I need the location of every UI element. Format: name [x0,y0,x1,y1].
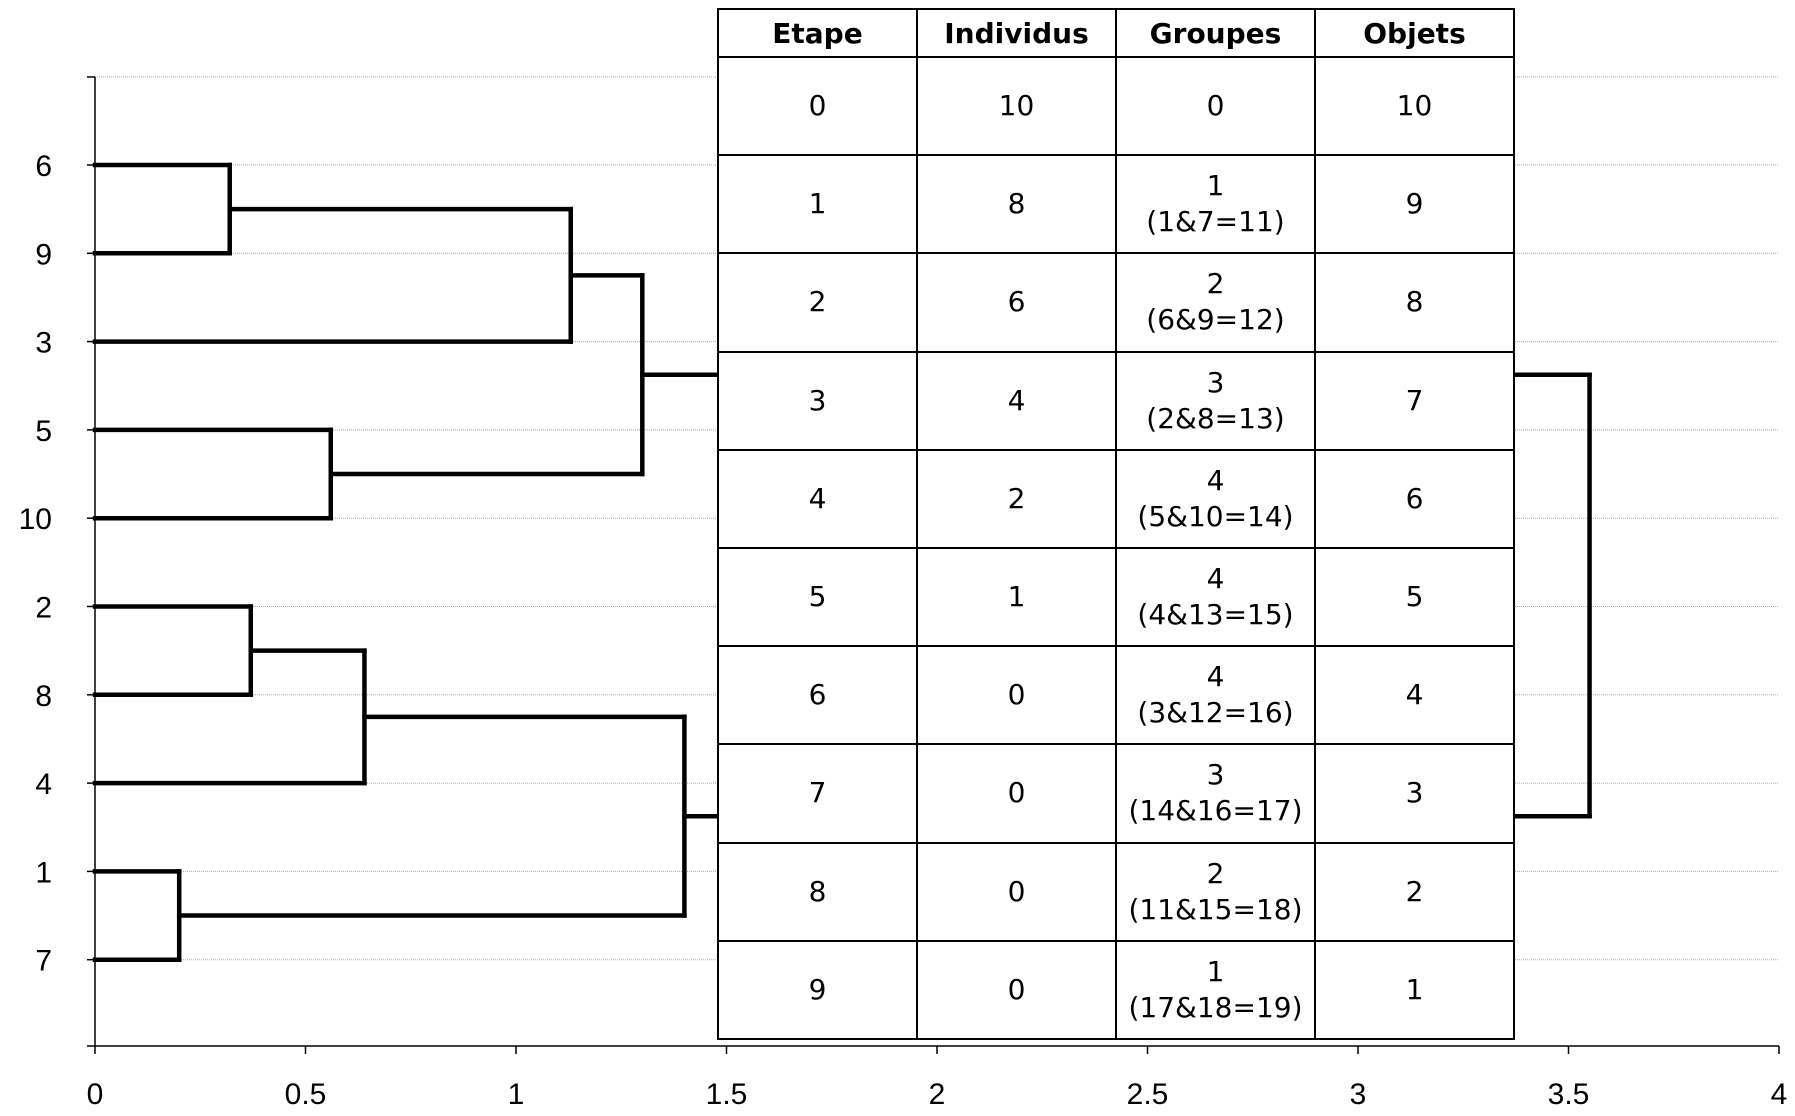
cell-groupes: 4 (4&13=15) [1115,546,1316,648]
groupes-count: 4 [1206,562,1225,596]
leaf-label: 9 [35,238,52,271]
cell-etape: 2 [717,252,918,353]
x-axis: 0 0.5 1 1.5 2 2.5 3 3.5 4 [87,76,1788,1111]
cell-objets: 2 [1314,841,1515,942]
cell-individus: 8 [916,154,1117,255]
header-objets: Objets [1314,8,1515,58]
x-tick-label: 0 [87,1078,104,1111]
groupes-detail: (4&13=15) [1137,598,1294,632]
groupes-count: 3 [1206,365,1225,399]
cell-groupes: 4 (3&12=16) [1115,645,1316,746]
cell-etape: 3 [717,350,918,451]
cell-objets: 5 [1314,546,1515,648]
groupes-detail: (11&15=18) [1128,892,1303,926]
groupes-detail: (17&18=19) [1128,990,1303,1024]
cell-individus: 0 [916,841,1117,942]
dendrogram-links [92,162,1592,962]
x-tick-label: 2 [929,1078,946,1111]
cell-individus: 0 [916,743,1117,844]
table-row: 0 10 0 10 [717,55,1515,157]
cell-groupes: 2 (11&15=18) [1115,841,1316,942]
table-row: 5 1 4 (4&13=15) 5 [717,546,1515,648]
cell-etape: 0 [717,55,918,157]
header-individus: Individus [916,8,1117,58]
groupes-count: 4 [1206,463,1225,497]
cell-groupes: 2 (6&9=12) [1115,252,1316,353]
cell-objets: 6 [1314,448,1515,549]
leaf-label: 10 [19,503,52,536]
leaf-label: 4 [35,768,52,801]
cell-individus: 0 [916,939,1117,1041]
x-tick-label: 1 [508,1078,525,1111]
leaf-label: 7 [35,945,52,978]
groupes-count: 3 [1206,758,1225,792]
merge-steps-table: Etape Individus Groupes Objets 0 10 0 10… [717,8,1515,1041]
leaf-labels: 6 9 3 5 10 2 8 4 1 7 [19,150,52,978]
table-row: 7 0 3 (14&16=17) 3 [717,743,1515,844]
table-row: 3 4 3 (2&8=13) 7 [717,350,1515,451]
groupes-count: 1 [1206,169,1225,203]
leaf-label: 5 [35,415,52,448]
groupes-count: 1 [1206,954,1225,988]
cell-individus: 1 [916,546,1117,648]
leaf-label: 8 [35,680,52,713]
groupes-detail: (2&8=13) [1146,401,1285,435]
groupes-detail: (3&12=16) [1137,696,1294,730]
cell-groupes: 3 (14&16=17) [1115,743,1316,844]
cell-etape: 9 [717,939,918,1041]
groupes-detail: (5&10=14) [1137,499,1294,533]
table-row: 9 0 1 (17&18=19) 1 [717,939,1515,1041]
cell-objets: 9 [1314,154,1515,255]
x-tick-label: 2.5 [1127,1078,1169,1111]
leaf-label: 2 [35,592,52,625]
cell-individus: 0 [916,645,1117,746]
groupes-count: 0 [1206,89,1225,123]
x-tick-label: 0.5 [285,1078,327,1111]
header-etape: Etape [717,8,918,58]
leaf-label: 6 [35,150,52,183]
cell-objets: 8 [1314,252,1515,353]
cell-individus: 6 [916,252,1117,353]
table-row: 1 8 1 (1&7=11) 9 [717,154,1515,255]
cell-groupes: 1 (17&18=19) [1115,939,1316,1041]
cell-etape: 7 [717,743,918,844]
x-tick-label: 4 [1771,1078,1788,1111]
groupes-count: 4 [1206,660,1225,694]
cell-individus: 2 [916,448,1117,549]
x-tick-label: 3 [1350,1078,1367,1111]
cell-etape: 8 [717,841,918,942]
table-header-row: Etape Individus Groupes Objets [717,8,1515,58]
cell-groupes: 3 (2&8=13) [1115,350,1316,451]
cell-etape: 6 [717,645,918,746]
table-row: 2 6 2 (6&9=12) 8 [717,252,1515,353]
x-tick-label: 3.5 [1548,1078,1590,1111]
cell-objets: 1 [1314,939,1515,1041]
cell-individus: 10 [916,55,1117,157]
cell-etape: 5 [717,546,918,648]
cell-groupes: 1 (1&7=11) [1115,154,1316,255]
table-row: 6 0 4 (3&12=16) 4 [717,645,1515,746]
table-row: 4 2 4 (5&10=14) 6 [717,448,1515,549]
table-row: 8 0 2 (11&15=18) 2 [717,841,1515,942]
cell-groupes: 4 (5&10=14) [1115,448,1316,549]
header-groupes: Groupes [1115,8,1316,58]
cell-objets: 3 [1314,743,1515,844]
cell-objets: 10 [1314,55,1515,157]
groupes-detail: (6&9=12) [1146,303,1285,337]
leaf-label: 3 [35,327,52,360]
groupes-count: 2 [1206,267,1225,301]
groupes-detail: (1&7=11) [1146,205,1285,239]
cell-groupes: 0 [1115,55,1316,157]
cell-objets: 7 [1314,350,1515,451]
cell-objets: 4 [1314,645,1515,746]
x-tick-label: 1.5 [706,1078,748,1111]
cell-etape: 4 [717,448,918,549]
groupes-detail: (14&16=17) [1128,794,1303,828]
leaf-label: 1 [35,856,52,889]
groupes-count: 2 [1206,856,1225,890]
cell-etape: 1 [717,154,918,255]
cell-individus: 4 [916,350,1117,451]
